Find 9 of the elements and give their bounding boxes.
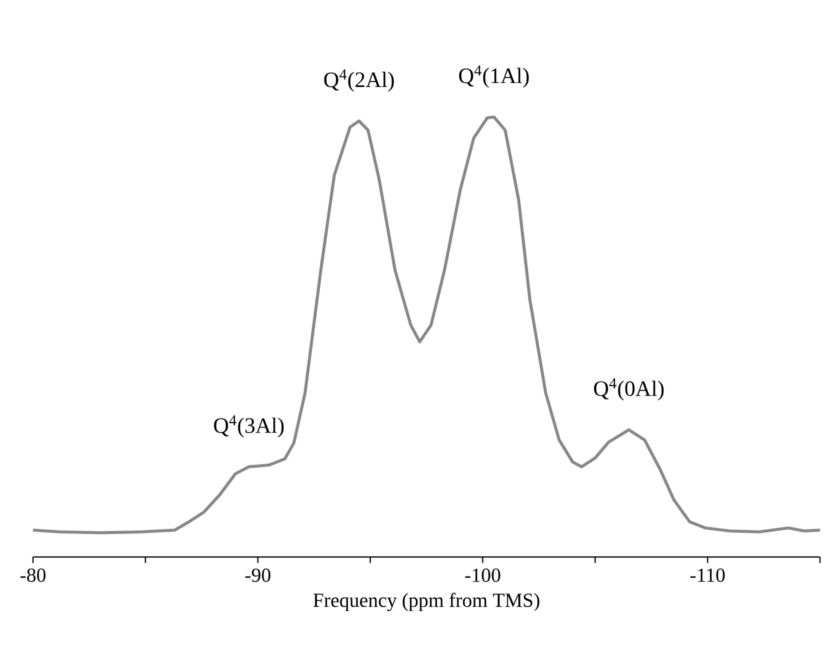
x-tick-label: -80 [20, 568, 46, 582]
x-tick-label: -110 [690, 568, 725, 582]
x-axis-title: Frequency (ppm from TMS) [313, 592, 540, 612]
x-tick-label: -90 [245, 568, 270, 582]
annotation: Q$^{4}$(2Al) [324, 69, 394, 92]
x-tick-label: -100 [465, 568, 500, 582]
annotation: Q$^{4}$(3Al) [214, 415, 284, 438]
annotation: Q$^{4}$(0Al) [594, 378, 664, 401]
annotation: Q$^{4}$(1Al) [459, 65, 529, 88]
